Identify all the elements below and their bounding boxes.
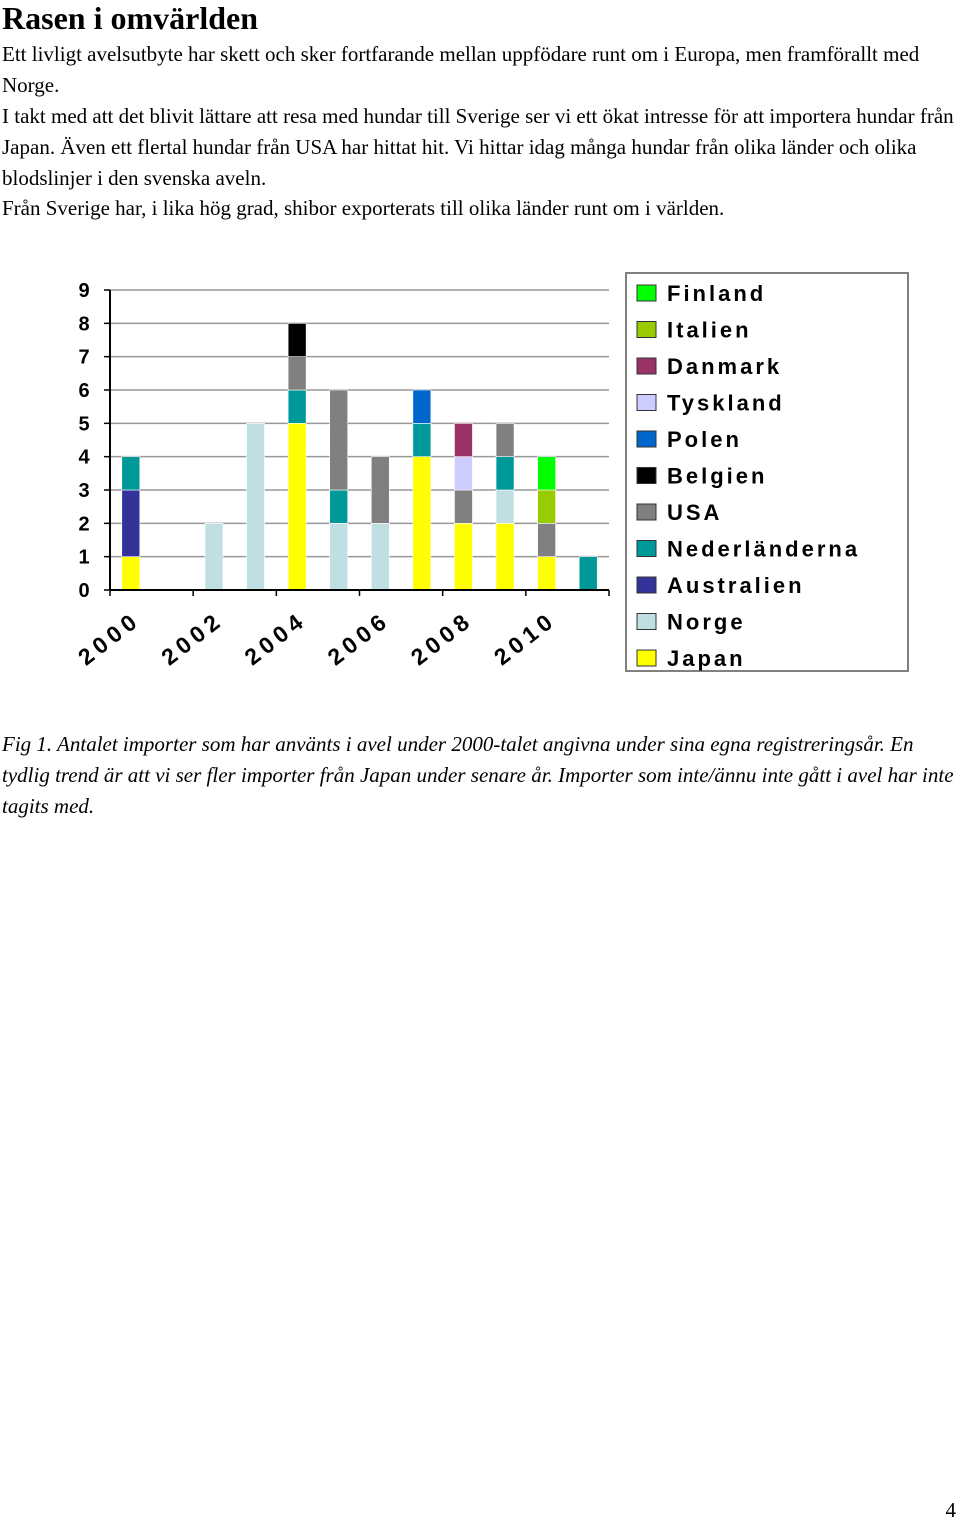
y-tick-label: 5	[78, 413, 89, 435]
bar-segment-polen-2007	[412, 389, 432, 424]
legend-swatch	[636, 321, 657, 338]
bar-segment-japan-2010	[537, 556, 556, 591]
bar-segment-norge-2002	[204, 523, 224, 591]
bar-segment-danmark-2008	[454, 423, 473, 457]
legend-label: Italien	[667, 318, 752, 343]
bar-segment-belgien-2004	[287, 323, 307, 357]
legend-swatch	[636, 576, 657, 594]
legend-label: Japan	[667, 646, 746, 671]
bar-segment-japan-2000	[121, 556, 141, 591]
x-tick-label: 2004	[239, 606, 311, 670]
bar-segment-japan-2008	[454, 523, 473, 591]
bar-segment-usa-2009	[495, 423, 515, 457]
legend-label: Polen	[667, 427, 742, 452]
legend-swatch	[636, 467, 657, 484]
y-tick-label: 1	[78, 547, 89, 569]
legend-swatch	[636, 284, 657, 302]
legend-label: Finland	[667, 281, 766, 306]
legend-label: Belgien	[667, 464, 767, 489]
bar-segment-tyskland-2008	[454, 456, 473, 491]
bar-segment-nederländerna-2004	[287, 389, 307, 424]
page-title: Rasen i omvärlden	[2, 0, 258, 36]
legend-label: USA	[667, 500, 722, 525]
bar-segment-italien-2010	[537, 489, 556, 524]
legend-label: Danmark	[667, 354, 782, 379]
y-tick-label: 8	[78, 313, 89, 335]
legend-label: Tyskland	[667, 391, 785, 416]
legend-label: Australien	[667, 573, 805, 598]
legend-swatch	[636, 357, 657, 375]
y-tick-label: 4	[78, 447, 90, 469]
legend-label: Norge	[667, 610, 746, 635]
bar-segment-usa-2005	[329, 389, 349, 491]
legend-swatch	[636, 613, 657, 630]
legend-swatch	[636, 503, 657, 521]
bar-segment-usa-2004	[287, 356, 307, 391]
y-tick-label: 7	[78, 347, 89, 369]
export-paragraph: Från Sverige har, i lika hög grad, shibo…	[2, 196, 725, 220]
legend-box	[625, 272, 909, 672]
legend-swatch	[636, 430, 657, 448]
x-tick-label: 2002	[156, 606, 228, 670]
page-number: 4	[945, 1498, 957, 1522]
bar-segment-finland-2010	[537, 456, 556, 491]
y-tick-label: 6	[78, 380, 89, 402]
bar-segment-norge-2009	[495, 489, 515, 524]
y-tick-label: 3	[78, 480, 89, 502]
figure-caption: Fig 1. Antalet importer som har använts …	[2, 732, 954, 818]
legend-swatch	[636, 394, 657, 411]
bar-segment-japan-2009	[495, 523, 515, 591]
bar-segment-usa-2008	[454, 489, 473, 524]
y-tick-label: 9	[78, 280, 89, 302]
bar-segment-usa-2010	[537, 523, 556, 557]
bar-segment-australien-2000	[121, 489, 141, 557]
bar-segment-norge-2005	[329, 523, 349, 591]
imports-stacked-bar-chart: 0 1 2 3 4 5 6 7 8 9 2000 2002 2004 2006 2008 2010 Finl…	[73, 272, 909, 672]
bar-segment-nederländerna-2009	[495, 456, 515, 491]
bar-segment-norge-2006	[370, 523, 390, 591]
x-tick-label: 2000	[73, 606, 145, 670]
bar-segment-usa-2006	[370, 456, 390, 524]
x-tick-label: 2010	[489, 606, 561, 670]
bar-segment-japan-2004	[287, 423, 307, 591]
bar-segment-japan-2007	[412, 456, 432, 591]
bar-segment-nederländerna-2000	[121, 456, 141, 491]
bar-segment-nederländerna-2007	[412, 423, 432, 457]
legend-label: Nederländerna	[667, 537, 860, 562]
legend-swatch	[636, 649, 657, 667]
bar-segment-nederländerna-2005	[329, 489, 349, 524]
legend-swatch	[636, 540, 657, 557]
import-paragraph: I takt med att det blivit lättare att re…	[2, 104, 954, 190]
intro-paragraph: Ett livligt avelsutbyte har skett och sk…	[2, 42, 920, 97]
bar-segment-norge-2003	[246, 423, 265, 591]
x-tick-label: 2008	[406, 606, 478, 670]
x-tick-label: 2006	[323, 606, 395, 670]
bar-segment-nederländerna-2011	[578, 556, 598, 591]
y-tick-label: 2	[78, 513, 89, 535]
y-tick-label: 0	[78, 580, 89, 602]
